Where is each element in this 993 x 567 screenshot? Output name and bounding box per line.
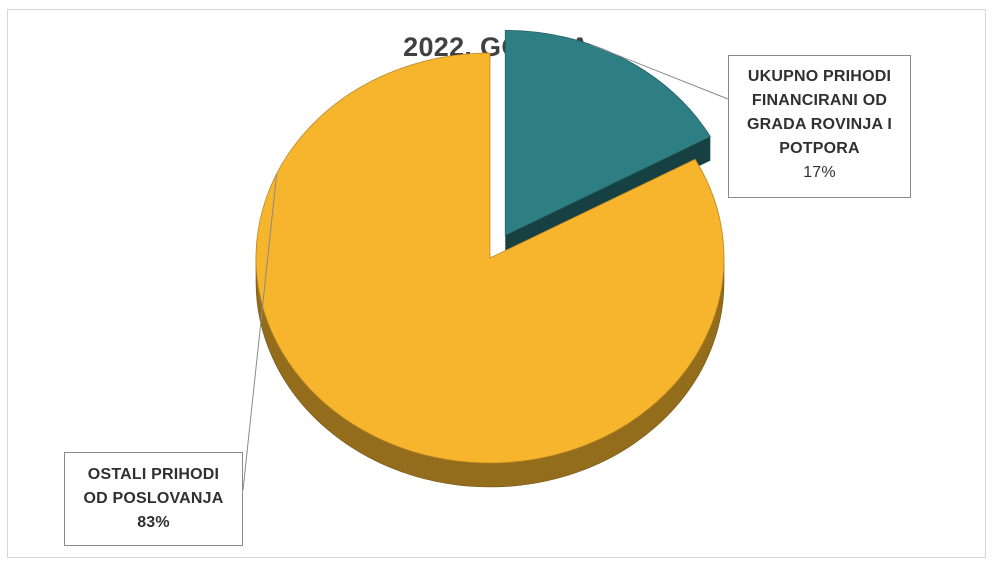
pie-slice-grada-rovinja — [504, 29, 711, 237]
leader-line-ostali-prihodi — [242, 173, 278, 491]
leader-line-grada-rovinja — [590, 44, 729, 100]
data-label-ostali-prihodi: OSTALI PRIHODI OD POSLOVANJA 83% — [64, 452, 243, 546]
pie-slice-ostali-prihodi — [255, 52, 725, 464]
data-label-grada-rovinja: UKUPNO PRIHODI FINANCIRANI OD GRADA ROVI… — [728, 55, 911, 198]
data-label-name: UKUPNO PRIHODI FINANCIRANI OD GRADA ROVI… — [747, 68, 892, 157]
data-label-percent: 83% — [137, 514, 170, 531]
data-label-percent: 17% — [803, 164, 836, 181]
data-label-name: OSTALI PRIHODI OD POSLOVANJA — [83, 466, 224, 507]
